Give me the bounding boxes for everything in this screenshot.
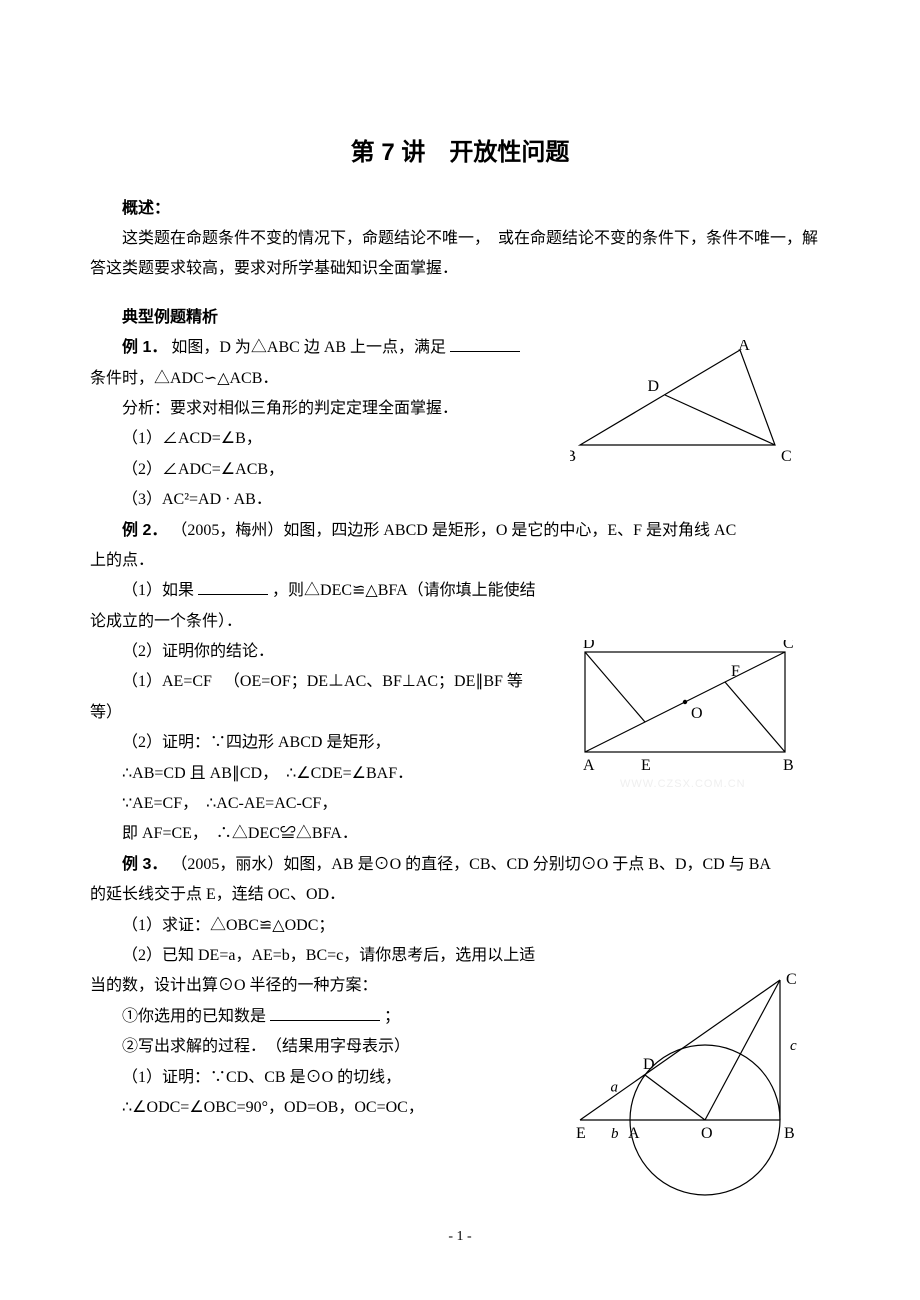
svg-text:C: C <box>783 640 794 652</box>
svg-text:c: c <box>790 1038 797 1054</box>
ex3-blank <box>270 1004 380 1021</box>
ex2-p3: ∵AE=CF， ∴AC-AE=AC-CF， <box>90 789 830 819</box>
ex3-s1a: ①你选用的已知数是 <box>122 1008 266 1025</box>
svg-text:b: b <box>611 1126 619 1142</box>
figure-triangle-adc: A B C D <box>570 340 820 470</box>
ex3-line1: 例 3． （2005，丽水）如图，AB 是⊙O 的直径，CB、CD 分别切⊙O … <box>90 850 830 880</box>
svg-text:B: B <box>570 448 576 465</box>
ex1-blank <box>450 335 520 352</box>
ex2-blank <box>198 578 268 595</box>
svg-text:E: E <box>641 757 651 774</box>
svg-text:E: E <box>576 1125 586 1142</box>
ex3-label: 例 3． <box>122 856 167 873</box>
ex2-q1c: 论成立的一个条件）． <box>90 607 830 637</box>
svg-text:A: A <box>583 757 595 774</box>
ex1-text1: 如图，D 为△ABC 边 AB 上一点，满足 <box>171 339 446 356</box>
ex3-q1: （1）求证：△OBC≌△ODC； <box>90 911 830 941</box>
ex2-p4: 即 AF=CE， ∴△DEC≌△BFA． <box>90 819 830 849</box>
watermark-text: WWW.CZSX.COM.CN <box>620 778 746 790</box>
svg-text:B: B <box>783 757 794 774</box>
ex2-src: （2005，梅州）如图，四边形 ABCD 是矩形，O 是它的中心，E、F 是对角… <box>171 522 736 539</box>
examples-heading: 典型例题精析 <box>90 303 830 333</box>
ex2-q1a: （1）如果 <box>122 582 194 599</box>
svg-text:O: O <box>701 1125 713 1142</box>
lesson-title: 第 7 讲 开放性问题 <box>90 130 830 176</box>
overview-heading: 概述： <box>90 194 830 224</box>
svg-text:A: A <box>738 340 750 354</box>
ex3-q2a: （2）已知 DE=a，AE=b，BC=c，请你思考后，选用以上适 <box>90 941 830 971</box>
svg-text:A: A <box>628 1125 640 1142</box>
ex3-line1b: 的延长线交于点 E，连结 OC、OD． <box>90 880 830 910</box>
ex2-q1b: ，则△DEC≌△BFA（请你填上能使结 <box>272 582 536 599</box>
svg-text:D: D <box>647 378 659 395</box>
ex1-cond3: （3）AC²=AD · AB． <box>90 485 830 515</box>
svg-text:C: C <box>781 448 792 465</box>
ex3-src: （2005，丽水）如图，AB 是⊙O 的直径，CB、CD 分别切⊙O 于点 B、… <box>171 856 771 873</box>
svg-text:D: D <box>643 1056 655 1073</box>
svg-text:C: C <box>786 971 797 988</box>
ex2-line1: 例 2． （2005，梅州）如图，四边形 ABCD 是矩形，O 是它的中心，E、… <box>90 516 830 546</box>
ex2-q1: （1）如果 ，则△DEC≌△BFA（请你填上能使结 <box>90 576 830 606</box>
svg-text:F: F <box>731 663 740 680</box>
svg-text:D: D <box>583 640 595 652</box>
svg-text:B: B <box>784 1125 795 1142</box>
figure-circle-tangents: A B C D E O a b c <box>570 970 830 1210</box>
ex2-line1b: 上的点． <box>90 546 830 576</box>
ex2-label: 例 2． <box>122 522 167 539</box>
figure-rectangle-def: A B C D E F O <box>570 640 820 780</box>
ex3-s1b: ； <box>384 1008 400 1025</box>
ex1-label: 例 1． <box>122 339 167 356</box>
svg-text:O: O <box>691 705 703 722</box>
overview-text: 这类题在命题条件不变的情况下，命题结论不唯一， 或在命题结论不变的条件下，条件不… <box>90 224 830 285</box>
page-number: - 1 - <box>0 1229 920 1245</box>
svg-text:a: a <box>611 1080 619 1096</box>
